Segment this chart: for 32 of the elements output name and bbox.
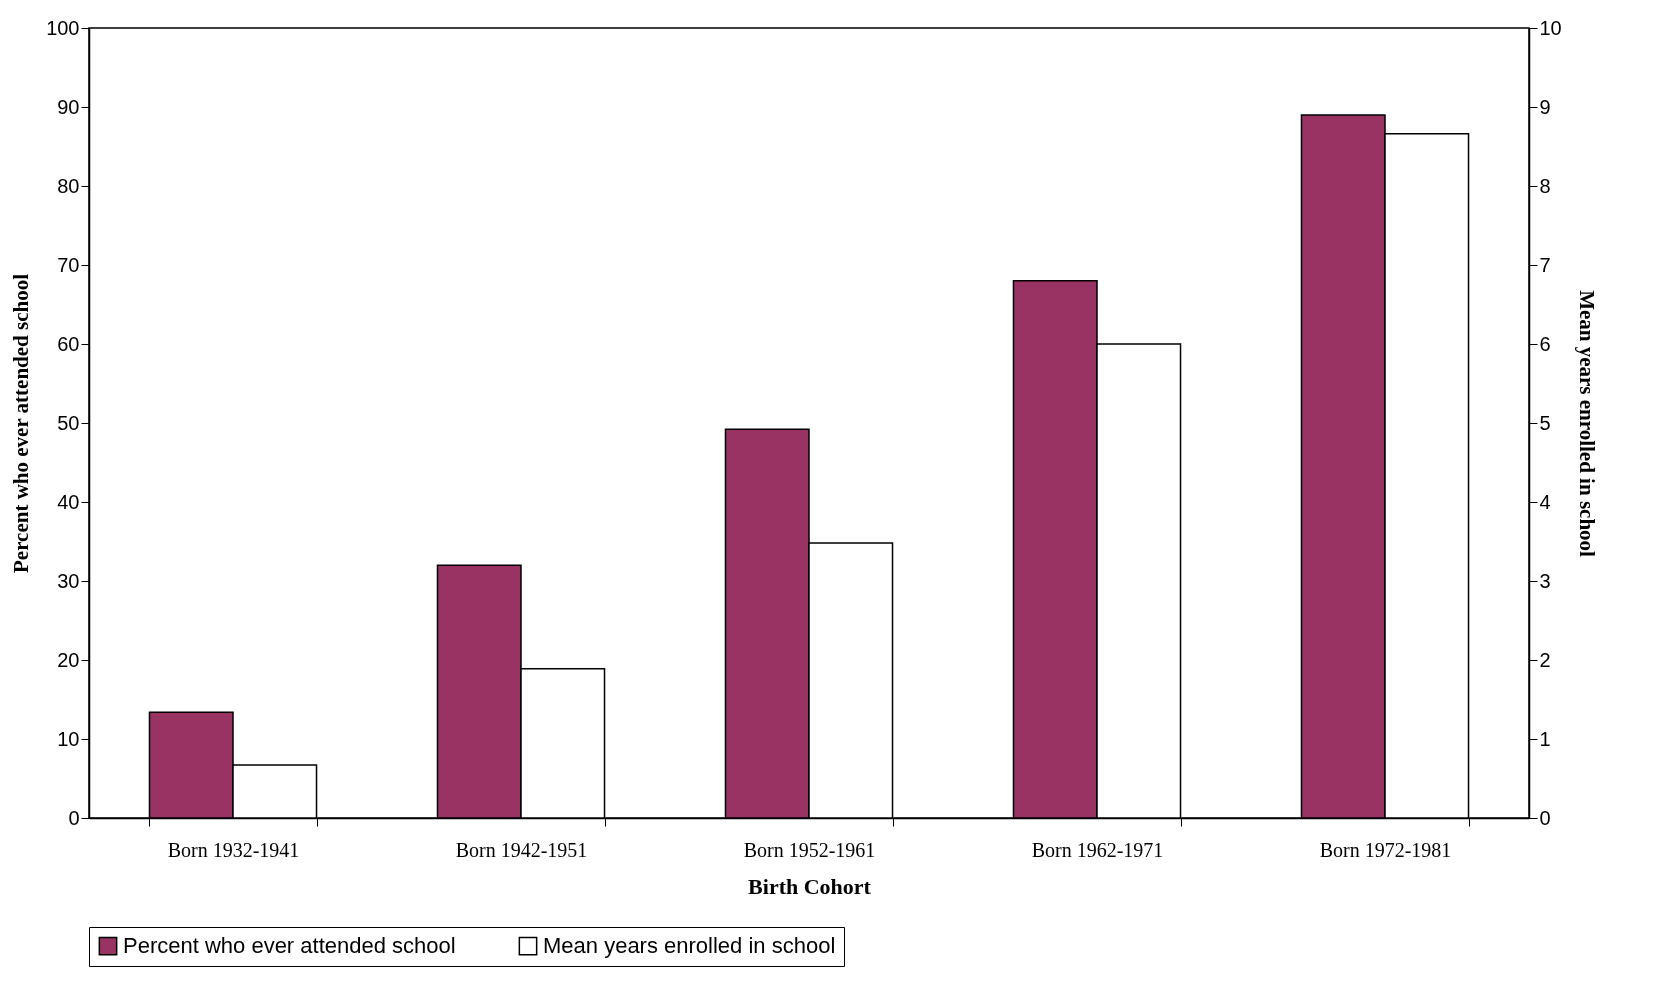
y-tick-label: 70	[57, 253, 80, 276]
x-tick-label: Born 1952-1961	[743, 838, 876, 861]
legend-label: Mean years enrolled in school	[543, 933, 836, 959]
y2-tick-label: 5	[1539, 411, 1551, 434]
y-tick-label: 0	[68, 806, 80, 829]
y2-tick-label: 7	[1539, 253, 1551, 276]
y2-tick-label: 1	[1539, 727, 1551, 750]
x-axis-title: Birth Cohort	[748, 873, 872, 899]
y-tick-label: 40	[57, 490, 80, 513]
y2-tick-label: 10	[1539, 16, 1562, 39]
x-tick-label: Born 1932-1941	[167, 838, 300, 861]
x-tick-label: Born 1962-1971	[1031, 838, 1164, 861]
y2-tick-label: 0	[1539, 806, 1551, 829]
y-tick-label: 60	[57, 332, 80, 355]
y2-tick-label: 3	[1539, 569, 1551, 592]
y2-tick-label: 2	[1539, 648, 1551, 671]
y-tick-label: 50	[57, 411, 80, 434]
y2-tick-label: 8	[1539, 174, 1551, 197]
y-tick-label: 100	[46, 16, 80, 39]
y2-tick-label: 4	[1539, 490, 1551, 513]
y2-tick-label: 6	[1539, 332, 1551, 355]
legend-label: Percent who ever attended school	[123, 933, 456, 959]
y-tick-label: 10	[57, 727, 80, 750]
y-axis-title: Percent who ever attended school	[9, 273, 34, 574]
y-tick-label: 80	[57, 174, 80, 197]
y-tick-label: 30	[57, 569, 80, 592]
y-tick-label: 90	[57, 95, 80, 118]
x-tick-label: Born 1972-1981	[1319, 838, 1452, 861]
y2-axis-title: Mean years enrolled in school	[1574, 290, 1599, 558]
x-tick-label: Born 1942-1951	[455, 838, 588, 861]
y2-tick-label: 9	[1539, 95, 1551, 118]
y-tick-label: 20	[57, 648, 80, 671]
